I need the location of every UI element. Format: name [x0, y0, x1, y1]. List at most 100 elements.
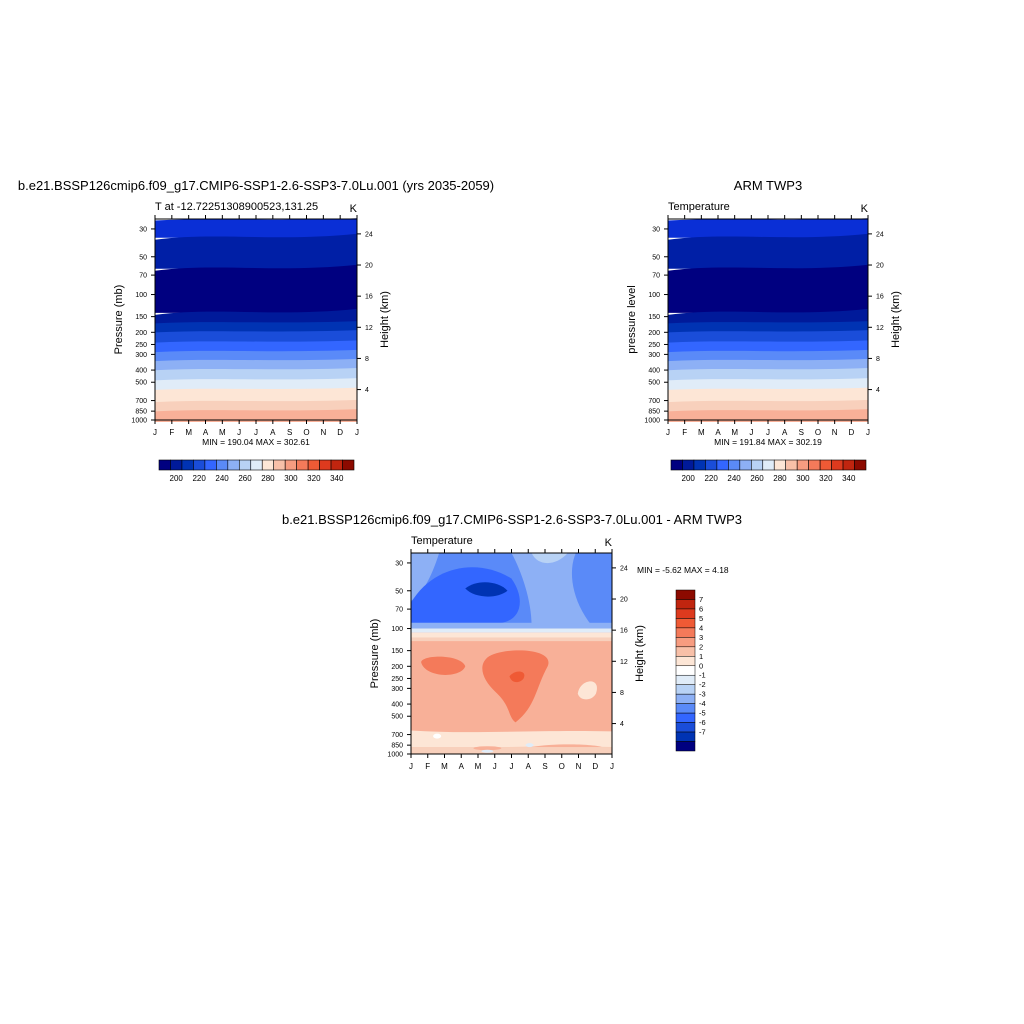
- y2-tick-label: 20: [620, 597, 628, 604]
- right-string: K: [605, 537, 613, 549]
- colorbar-box: [181, 459, 194, 471]
- colorbar-label: 4: [699, 623, 703, 632]
- colorbar-box: [682, 459, 695, 471]
- contour-band: [668, 218, 868, 238]
- colorbar-box: [831, 459, 844, 471]
- left-string: T at -12.72251308900523,131.25: [155, 201, 318, 213]
- right-string: K: [350, 203, 358, 215]
- x-tick-label: J: [666, 428, 670, 437]
- x-tick-label: A: [203, 428, 209, 437]
- x-tick-label: O: [303, 428, 309, 437]
- y2-tick-label: 16: [365, 294, 373, 301]
- x-tick-label: N: [320, 428, 326, 437]
- y-tick-label: 150: [391, 648, 403, 655]
- colorbar-box: [330, 459, 343, 471]
- contour-band: [155, 399, 357, 412]
- colorbar-box: [675, 684, 696, 695]
- contour-band: [668, 233, 868, 269]
- contour-band: [509, 671, 525, 683]
- y-tick-label: 100: [135, 292, 147, 299]
- y2-tick-label: 20: [365, 263, 373, 270]
- contour-band: [155, 233, 357, 269]
- y-tick-label: 150: [648, 314, 660, 321]
- y-tick-label: 300: [648, 352, 660, 359]
- y-tick-label: 70: [395, 607, 403, 614]
- y2-tick-label: 20: [876, 263, 884, 270]
- colorbar-box: [296, 459, 309, 471]
- x-tick-label: J: [749, 428, 753, 437]
- x-tick-label: J: [866, 428, 870, 437]
- y-tick-label: 850: [648, 409, 660, 416]
- x-tick-label: S: [287, 428, 292, 437]
- colorbar-label: 300: [796, 474, 810, 483]
- colorbar-box: [705, 459, 718, 471]
- colorbar-label: 320: [819, 474, 833, 483]
- colorbar-box: [675, 637, 696, 648]
- contour-band: [433, 733, 442, 739]
- colorbar-label: 340: [842, 474, 856, 483]
- contour-band: [411, 628, 612, 633]
- x-tick-label: S: [799, 428, 804, 437]
- colorbar-box: [675, 693, 696, 704]
- contour-band: [531, 553, 568, 564]
- contour-band: [155, 264, 357, 313]
- contour-band: [155, 349, 357, 362]
- colorbar-label: -2: [699, 680, 706, 689]
- y-tick-label: 70: [652, 273, 660, 280]
- colorbar-abs-0: 200 220 240 260 280 300 320 340: [158, 459, 355, 483]
- contour-band: [482, 650, 549, 723]
- x-tick-label: J: [766, 428, 770, 437]
- x-tick-label: J: [493, 762, 497, 771]
- colorbar-label: -1: [699, 671, 706, 680]
- colorbar-box: [842, 459, 855, 471]
- minmax-text-2: MIN = -5.62 MAX = 4.18: [637, 565, 729, 575]
- colorbar-box: [675, 674, 696, 685]
- colorbar-label: 240: [727, 474, 741, 483]
- x-tick-label: J: [510, 762, 514, 771]
- y-tick-label: 700: [135, 398, 147, 405]
- y-tick-label: 100: [391, 626, 403, 633]
- y2-tick-label: 24: [365, 231, 373, 238]
- colorbar-label: 220: [704, 474, 718, 483]
- colorbar-box: [808, 459, 821, 471]
- y2-tick-label: 16: [876, 294, 884, 301]
- contour-band: [668, 358, 868, 371]
- left-string: Temperature: [668, 201, 730, 213]
- colorbar-box: [170, 459, 183, 471]
- contour-band: [411, 632, 612, 638]
- left-string: Temperature: [411, 535, 473, 547]
- y-tick-label: 400: [648, 368, 660, 375]
- contour-band: [155, 358, 357, 371]
- contour-band: [155, 367, 357, 381]
- colorbar-box: [716, 459, 729, 471]
- colorbar-box: [675, 703, 696, 714]
- axes-0: J F M A M J J A S O N D J 30 50 70 100 150 200 250 300 400 500…: [18, 178, 494, 437]
- contour-band: [668, 349, 868, 362]
- colorbar-label: 200: [170, 474, 184, 483]
- x-tick-label: S: [542, 762, 547, 771]
- y2-tick-label: 4: [876, 387, 880, 394]
- x-tick-label: A: [782, 428, 788, 437]
- colorbar-label: -3: [699, 690, 706, 699]
- y-tick-label: 1000: [131, 418, 147, 425]
- y-tick-label: 30: [652, 226, 660, 233]
- contour-band: [668, 264, 868, 313]
- colorbar-label: 260: [750, 474, 764, 483]
- colorbar-label: 260: [238, 474, 252, 483]
- x-tick-label: A: [526, 762, 532, 771]
- colorbar-box: [670, 459, 683, 471]
- colorbar-label: 2: [699, 642, 703, 651]
- colorbar-label: 200: [682, 474, 696, 483]
- colorbar-box: [216, 459, 229, 471]
- colorbar-box: [675, 618, 696, 629]
- axes-2: J F M A M J J A S O N D J305070100150200250300400500…: [282, 512, 742, 771]
- right-string: K: [861, 203, 869, 215]
- x-tick-label: A: [715, 428, 721, 437]
- y-tick-label: 200: [135, 330, 147, 337]
- contour-band: [668, 399, 868, 412]
- colorbar-box: [854, 459, 867, 471]
- x-tick-label: M: [731, 428, 738, 437]
- contour-band: [411, 637, 612, 642]
- colorbar-box: [773, 459, 787, 471]
